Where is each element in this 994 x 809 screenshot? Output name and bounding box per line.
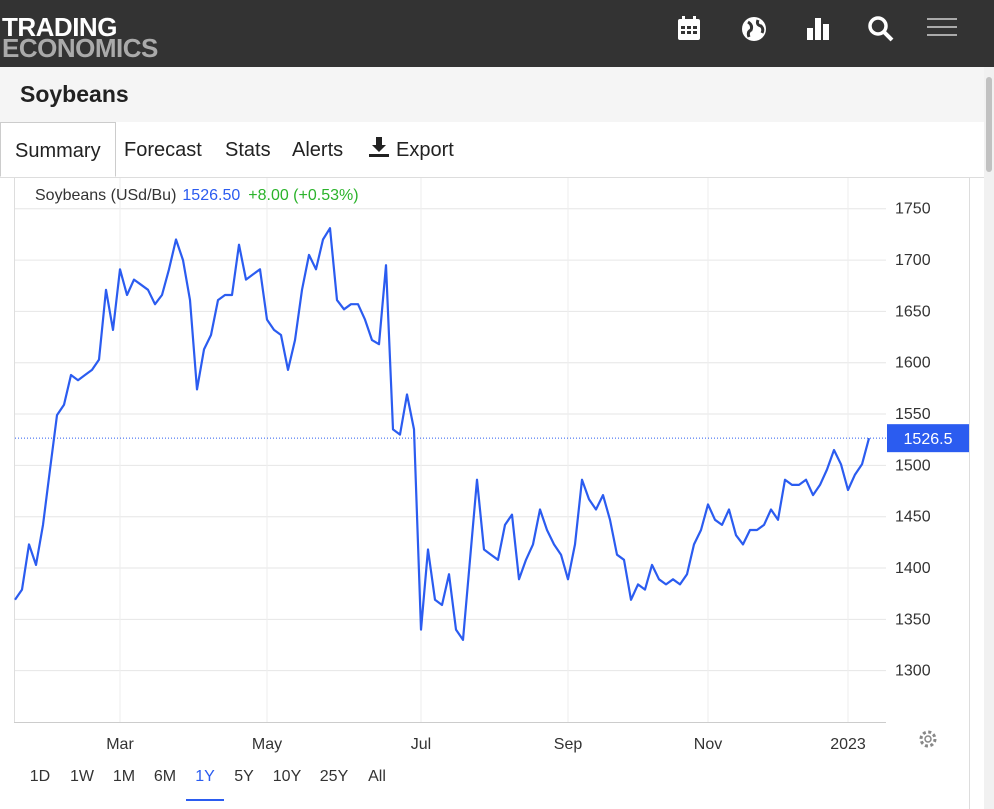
range-button[interactable]: 25Y bbox=[319, 768, 349, 785]
globe-icon[interactable] bbox=[742, 17, 766, 41]
legend-change: +8.00 (+0.53%) bbox=[248, 187, 358, 204]
settings-icon[interactable] bbox=[919, 730, 937, 748]
tab[interactable]: Stats bbox=[215, 122, 281, 177]
legend-name: Soybeans (USd/Bu) bbox=[35, 187, 176, 204]
y-tick-label: 1700 bbox=[895, 252, 931, 269]
logo-bottom[interactable]: ECONOMICS bbox=[2, 33, 158, 63]
calendar-icon[interactable] bbox=[678, 16, 700, 40]
range-button[interactable]: All bbox=[368, 768, 386, 785]
y-tick-label: 1400 bbox=[895, 560, 931, 577]
chart-icon[interactable] bbox=[807, 18, 829, 40]
y-tick-label: 1300 bbox=[895, 663, 931, 680]
tab-label[interactable]: Alerts bbox=[292, 139, 344, 161]
last-value-label: 1526.5 bbox=[904, 431, 953, 448]
legend: Soybeans (USd/Bu) 1526.50 +8.00 (+0.53%) bbox=[35, 187, 359, 204]
scrollbar[interactable] bbox=[984, 67, 994, 809]
y-tick-label: 1350 bbox=[895, 611, 931, 628]
y-tick-label: 1500 bbox=[895, 457, 931, 474]
tabs: Summary Forecast Stats Alerts Export bbox=[0, 122, 984, 178]
range-button[interactable]: 10Y bbox=[272, 768, 302, 785]
gear-inner[interactable] bbox=[924, 735, 932, 743]
y-tick-label: 1600 bbox=[895, 355, 931, 372]
x-tick-label: May bbox=[252, 736, 282, 753]
y-tick-label: 1550 bbox=[895, 406, 931, 423]
export-icon[interactable] bbox=[368, 136, 390, 158]
logo-top[interactable]: TRADING bbox=[2, 12, 117, 42]
tab[interactable]: Alerts bbox=[282, 122, 353, 177]
x-tick-label: Nov bbox=[694, 736, 722, 753]
y-tick-label: 1650 bbox=[895, 303, 931, 320]
range-button[interactable]: 1W bbox=[70, 768, 94, 785]
y-tick-label: 1450 bbox=[895, 509, 931, 526]
tab[interactable]: Forecast bbox=[114, 122, 212, 177]
menu-icon[interactable] bbox=[927, 18, 957, 36]
x-tick-label: Mar bbox=[106, 736, 134, 753]
range-button[interactable]: 5Y bbox=[234, 768, 254, 785]
chart: 1300 1350 1400 1450 1500 1550 1600 1650 1700 1750… bbox=[14, 178, 970, 809]
x-tick-label: Sep bbox=[554, 736, 583, 753]
tab-label[interactable]: Export bbox=[396, 139, 454, 161]
range-button[interactable]: 1Y bbox=[186, 763, 224, 801]
nav-icons bbox=[678, 16, 957, 42]
x-tick-label: Jul bbox=[411, 736, 431, 753]
scroll-thumb[interactable] bbox=[986, 77, 992, 172]
gear-outer[interactable] bbox=[919, 730, 937, 748]
tab[interactable]: Export bbox=[358, 122, 464, 177]
range-button[interactable]: 1D bbox=[29, 768, 51, 785]
legend-value: 1526.50 bbox=[182, 187, 240, 204]
tab-label[interactable]: Forecast bbox=[124, 139, 202, 161]
last-value-box bbox=[887, 424, 969, 453]
top-bar: TRADING ECONOMICS bbox=[0, 0, 994, 67]
title-bar: Soybeans bbox=[0, 67, 984, 122]
price-line bbox=[14, 227, 871, 641]
tab-label[interactable]: Summary bbox=[15, 140, 101, 162]
page-title: Soybeans bbox=[20, 81, 129, 107]
tab-label[interactable]: Stats bbox=[225, 139, 271, 161]
range-button[interactable]: 6M bbox=[153, 768, 177, 785]
x-tick-label: 2023 bbox=[830, 736, 866, 753]
range-button[interactable]: 1M bbox=[112, 768, 136, 785]
y-tick-label: 1750 bbox=[895, 201, 931, 218]
tab[interactable]: Summary bbox=[0, 122, 116, 177]
search-icon[interactable] bbox=[868, 16, 894, 42]
